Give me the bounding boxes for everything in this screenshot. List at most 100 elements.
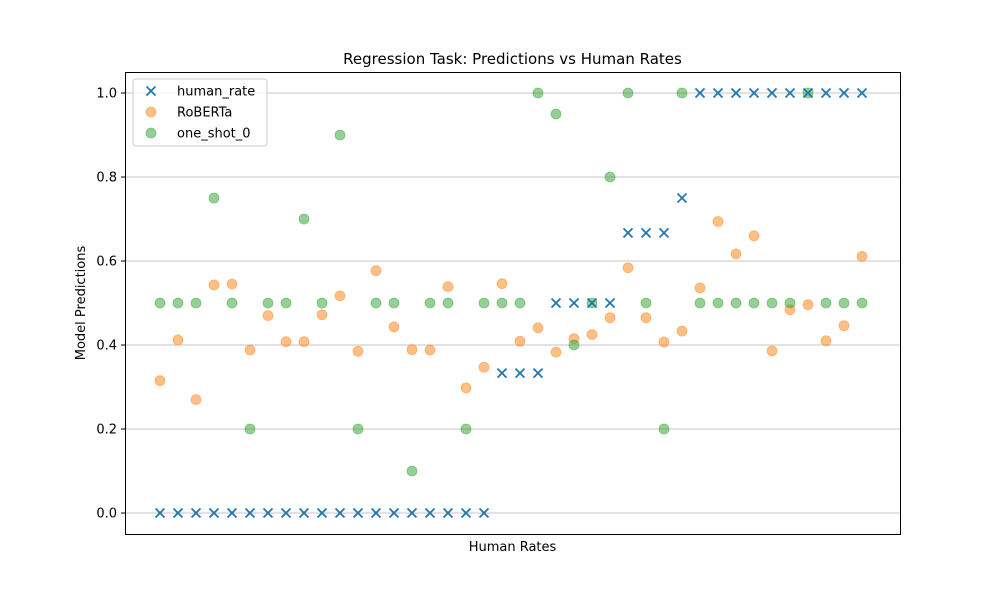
legend-marker xyxy=(145,106,157,118)
x-axis-label: Human Rates xyxy=(469,540,557,555)
series-one-shot-0 xyxy=(154,87,868,477)
point-one-shot-0 xyxy=(370,297,382,309)
point-one-shot-0 xyxy=(640,297,652,309)
point-one-shot-0 xyxy=(298,213,310,225)
point-one-shot-0 xyxy=(496,297,508,309)
point-human-rate xyxy=(406,507,418,519)
point-one-shot-0 xyxy=(190,297,202,309)
point-human-rate xyxy=(712,87,724,99)
point-human-rate xyxy=(316,507,328,519)
point-human-rate xyxy=(586,297,598,309)
point-human-rate xyxy=(694,87,706,99)
point-human-rate xyxy=(154,507,166,519)
point-one-shot-0 xyxy=(514,297,526,309)
y-axis-ticks: 0.0 0.2 0.4 0.6 0.8 1.0 xyxy=(96,87,125,522)
point-human-rate xyxy=(730,87,742,99)
point-human-rate xyxy=(676,192,688,204)
point-roberta xyxy=(424,344,436,356)
legend-label: one_shot_0 xyxy=(177,127,251,142)
data-points xyxy=(154,87,868,519)
point-human-rate xyxy=(748,87,760,99)
point-human-rate xyxy=(838,87,850,99)
y-tick-label: 0.0 xyxy=(96,507,117,522)
point-roberta xyxy=(766,345,778,357)
legend-label: human_rate xyxy=(177,85,255,100)
point-one-shot-0 xyxy=(424,297,436,309)
series-roberta xyxy=(154,216,868,406)
point-roberta xyxy=(442,281,454,293)
point-human-rate xyxy=(460,507,472,519)
point-human-rate xyxy=(442,507,454,519)
point-roberta xyxy=(856,250,868,262)
chart-title: Regression Task: Predictions vs Human Ra… xyxy=(343,50,682,68)
point-human-rate xyxy=(604,297,616,309)
series-human-rate xyxy=(154,87,868,519)
point-human-rate xyxy=(424,507,436,519)
point-one-shot-0 xyxy=(460,423,472,435)
legend-item: human_rate xyxy=(145,85,255,100)
point-one-shot-0 xyxy=(712,297,724,309)
point-human-rate xyxy=(244,507,256,519)
point-human-rate xyxy=(280,507,292,519)
point-human-rate xyxy=(820,87,832,99)
point-roberta xyxy=(820,335,832,347)
point-one-shot-0 xyxy=(676,87,688,99)
y-tick-label: 1.0 xyxy=(96,87,117,102)
point-one-shot-0 xyxy=(406,465,418,477)
point-one-shot-0 xyxy=(694,297,706,309)
point-roberta xyxy=(622,262,634,274)
point-human-rate xyxy=(388,507,400,519)
point-roberta xyxy=(730,248,742,260)
point-human-rate xyxy=(478,507,490,519)
point-roberta xyxy=(694,282,706,294)
point-one-shot-0 xyxy=(550,108,562,120)
point-one-shot-0 xyxy=(532,87,544,99)
point-one-shot-0 xyxy=(172,297,184,309)
point-roberta xyxy=(658,336,670,348)
point-one-shot-0 xyxy=(388,297,400,309)
grid-lines xyxy=(125,92,900,514)
point-roberta xyxy=(586,329,598,340)
point-one-shot-0 xyxy=(658,423,670,435)
point-roberta xyxy=(478,361,490,373)
point-human-rate xyxy=(262,507,274,519)
point-roberta xyxy=(352,345,364,357)
point-one-shot-0 xyxy=(820,297,832,309)
point-human-rate xyxy=(172,507,184,519)
point-human-rate xyxy=(226,507,238,519)
point-human-rate xyxy=(208,507,220,519)
point-roberta xyxy=(748,230,760,242)
point-human-rate xyxy=(532,368,544,379)
point-one-shot-0 xyxy=(352,423,364,435)
point-roberta xyxy=(262,310,274,322)
point-human-rate xyxy=(496,368,508,379)
point-one-shot-0 xyxy=(622,87,634,99)
point-roberta xyxy=(172,334,184,346)
point-roberta xyxy=(388,321,400,333)
legend-marker xyxy=(145,127,157,139)
point-one-shot-0 xyxy=(262,297,274,309)
legend-marker xyxy=(145,85,157,97)
point-roberta xyxy=(676,325,688,337)
point-roberta xyxy=(604,312,616,324)
point-roberta xyxy=(370,265,382,277)
legend: human_rate RoBERTa one_shot_0 xyxy=(132,78,268,147)
point-human-rate xyxy=(514,368,526,379)
point-one-shot-0 xyxy=(766,297,778,309)
point-human-rate xyxy=(298,507,310,519)
point-one-shot-0 xyxy=(334,129,346,141)
point-roberta xyxy=(406,344,418,356)
point-human-rate xyxy=(550,297,562,309)
point-one-shot-0 xyxy=(604,171,616,183)
point-human-rate xyxy=(784,87,796,99)
point-human-rate xyxy=(622,227,634,238)
point-one-shot-0 xyxy=(784,297,796,309)
point-roberta xyxy=(334,290,346,302)
point-roberta xyxy=(802,299,814,311)
point-one-shot-0 xyxy=(244,423,256,435)
point-human-rate xyxy=(352,507,364,519)
point-human-rate xyxy=(640,227,652,238)
point-one-shot-0 xyxy=(748,297,760,309)
point-roberta xyxy=(316,309,328,321)
point-human-rate xyxy=(766,87,778,99)
